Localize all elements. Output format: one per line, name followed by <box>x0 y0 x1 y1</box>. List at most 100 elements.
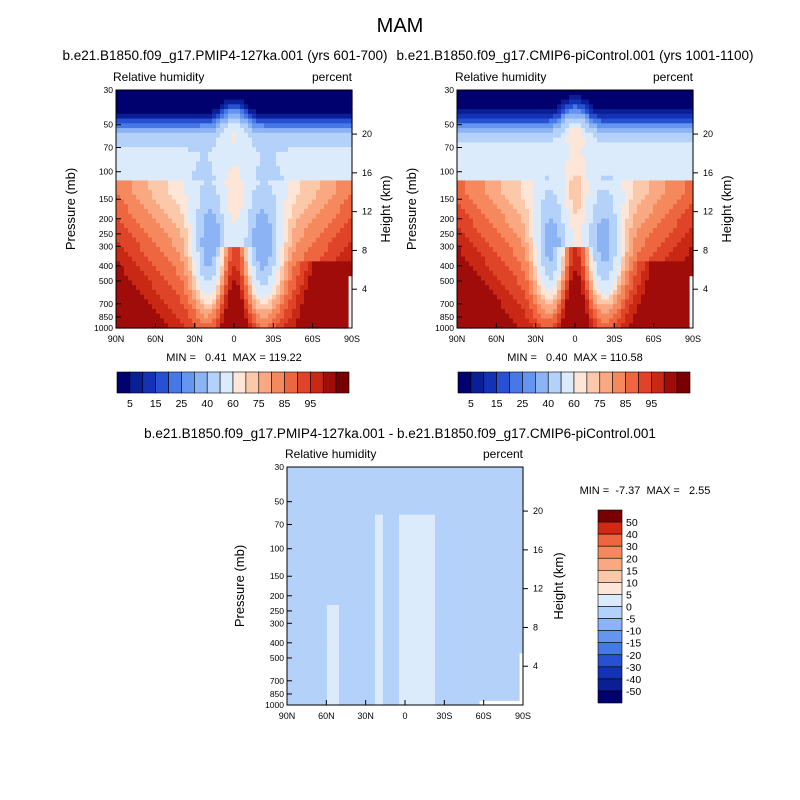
contour-cell <box>465 294 470 301</box>
contour-cell <box>493 118 498 124</box>
contour-cell <box>184 161 189 167</box>
contour-cell <box>605 280 610 286</box>
contour-cell <box>493 270 498 277</box>
contour-cell <box>473 308 478 315</box>
contour-cell <box>328 242 333 248</box>
contour-cell <box>565 104 570 110</box>
contour-cell <box>517 104 522 110</box>
contour-cell <box>216 313 221 320</box>
contour-cell <box>521 170 526 177</box>
contour-cell <box>465 323 470 329</box>
contour-cell <box>148 251 153 258</box>
contour-cell <box>144 90 149 96</box>
contour-cell <box>280 270 285 277</box>
contour-cell <box>565 218 570 224</box>
contour-cell <box>509 294 514 301</box>
contour-cell <box>224 99 229 105</box>
contour-cell <box>304 142 309 148</box>
contour-cell <box>312 304 317 310</box>
contour-cell <box>144 180 149 186</box>
contour-cell <box>477 189 482 196</box>
contour-cell <box>529 142 534 148</box>
contour-cell <box>128 161 133 167</box>
contour-cell <box>148 189 153 196</box>
contour-cell <box>116 104 121 110</box>
contour-cell <box>593 156 598 162</box>
contour-cell <box>573 285 578 291</box>
contour-cell <box>489 90 494 96</box>
contour-cell <box>192 118 197 124</box>
contour-cell <box>184 266 189 272</box>
contour-cell <box>541 313 546 320</box>
colorbar-label: 25 <box>176 398 188 410</box>
contour-cell <box>513 151 518 158</box>
contour-cell <box>276 137 281 143</box>
contour-cell <box>573 280 578 286</box>
contour-cell <box>529 113 534 120</box>
contour-cell <box>457 199 462 205</box>
contour-cell <box>481 266 486 272</box>
contour-cell <box>304 199 309 205</box>
contour-cell <box>200 218 205 224</box>
contour-cell <box>493 218 498 224</box>
contour-cell <box>244 194 249 201</box>
contour-cell <box>597 294 602 301</box>
contour-cell <box>573 256 578 262</box>
contour-cell <box>461 285 466 291</box>
contour-cell <box>561 175 566 182</box>
contour-cell <box>192 90 197 96</box>
contour-cell <box>557 94 562 101</box>
contour-cell <box>272 199 277 205</box>
contour-cell <box>481 223 486 229</box>
contour-cell <box>473 204 478 210</box>
contour-cell <box>501 242 506 248</box>
contour-cell <box>216 204 221 210</box>
contour-cell <box>128 308 133 315</box>
contour-cell <box>220 209 225 215</box>
contour-cell <box>192 318 197 324</box>
contour-cell <box>332 113 337 120</box>
contour-cell <box>316 261 321 267</box>
contour-cell <box>561 94 566 101</box>
contour-cell <box>304 285 309 291</box>
contour-cell <box>160 132 165 139</box>
contour-cell <box>509 270 514 277</box>
contour-cell <box>521 294 526 301</box>
contour-cell <box>509 204 514 210</box>
contour-cell <box>228 251 233 258</box>
contour-cell <box>312 251 317 258</box>
contour-cell <box>601 223 606 229</box>
contour-cell <box>493 299 498 305</box>
contour-cell <box>216 109 221 115</box>
contour-cell <box>248 251 253 258</box>
contour-cell <box>505 261 510 267</box>
contour-cell <box>593 170 598 177</box>
contour-cell <box>593 137 598 143</box>
contour-cell <box>340 228 345 234</box>
contour-cell <box>308 123 313 129</box>
contour-cell <box>284 166 289 172</box>
contour-cell <box>204 109 209 115</box>
contour-cell <box>168 313 173 320</box>
contour-cell <box>557 123 562 129</box>
contour-cell <box>517 199 522 205</box>
contour-cell <box>116 308 121 315</box>
contour-cell <box>244 128 249 134</box>
contour-cell <box>240 90 245 96</box>
contour-cell <box>541 109 546 115</box>
contour-cell <box>332 185 337 191</box>
contour-cell <box>308 285 313 291</box>
contour-cell <box>340 247 345 253</box>
contour-cell <box>461 280 466 286</box>
contour-cell <box>128 104 133 110</box>
contour-cell <box>577 204 582 210</box>
contour-cell <box>320 161 325 167</box>
contour-cell <box>609 209 614 215</box>
contour-cell <box>501 142 506 148</box>
contour-cell <box>557 261 562 267</box>
contour-cell <box>300 118 305 124</box>
contour-cell <box>156 218 161 224</box>
contour-cell <box>236 275 241 281</box>
contour-cell <box>545 251 550 258</box>
contour-cell <box>509 166 514 172</box>
